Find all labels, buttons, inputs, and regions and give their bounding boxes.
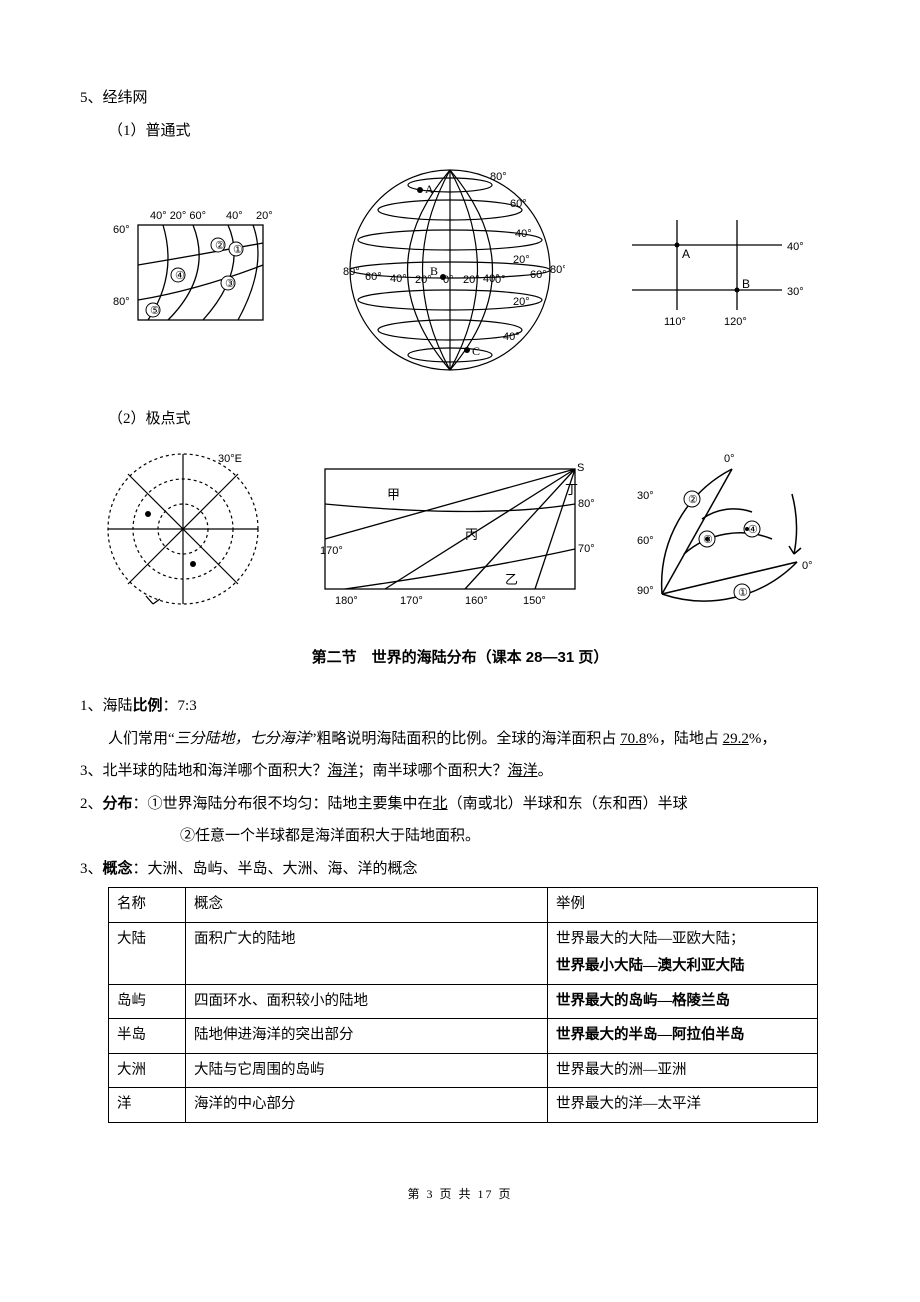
marker: ② <box>688 494 698 506</box>
label: 110° <box>664 316 686 328</box>
label: 70° <box>578 543 595 555</box>
fig-wedge: 0° 30° 60° 90° 0° ① ② ③ ④ <box>632 444 822 614</box>
marker: ① <box>738 587 748 599</box>
label: 60° <box>113 224 130 236</box>
label: 20° <box>513 254 530 266</box>
p3: 3、北半球的陆地和海洋哪个面积大？海洋；南半球哪个面积大？海洋。 <box>80 757 840 786</box>
marker: ④ <box>748 524 758 536</box>
sec5-sub1: （1）普通式 <box>80 117 840 146</box>
pt: 乙 <box>505 572 518 587</box>
label-s: S <box>577 462 584 474</box>
label: 0° <box>802 560 813 572</box>
label: 60° <box>530 269 547 281</box>
point-b: B <box>430 264 438 278</box>
marker: ② <box>215 240 225 252</box>
concepts-table: 名称 概念 举例 大陆 面积广大的陆地 世界最大的大陆—亚欧大陆；世界最小大陆—… <box>108 887 818 1123</box>
label: 40° <box>503 331 520 343</box>
label: 120° <box>724 316 747 328</box>
table-row: 岛屿 四面环水、面积较小的陆地 世界最大的岛屿—格陵兰岛 <box>109 984 818 1019</box>
label: 60° <box>510 198 527 210</box>
label: 30° <box>787 286 804 298</box>
sec5-title: 5、经纬网 <box>80 84 840 113</box>
marker: ④ <box>175 270 185 282</box>
p2: 2、分布：①世界海陆分布很不均匀：陆地主要集中在北（南或北）半球和东（东和西）半… <box>80 790 840 819</box>
label: 40° 20° 60° <box>150 210 206 222</box>
label: 40° <box>390 273 407 285</box>
table-row: 半岛 陆地伸进海洋的突出部分 世界最大的半岛—阿拉伯半岛 <box>109 1019 818 1054</box>
figures-row-2: 30°E S 80° 70° 170° 180° 170° 160° 150° … <box>80 444 840 614</box>
label: 170° <box>320 545 343 557</box>
fig-latlon-cross: 40° 30° 110° 120° A B <box>622 210 812 330</box>
p1: 1、海陆比例：7:3 <box>80 692 840 721</box>
label: 20° <box>256 210 273 222</box>
label: 30°E <box>218 453 242 465</box>
label: 20° <box>463 274 480 286</box>
label: 80° <box>550 264 565 276</box>
p4: 3、概念：大洲、岛屿、半岛、大洲、海、洋的概念 <box>80 855 840 884</box>
table-row: 名称 概念 举例 <box>109 888 818 923</box>
pt: 甲 <box>387 487 400 502</box>
p2-line2: ②任意一个半球都是海洋面积大于陆地面积。 <box>80 822 840 851</box>
label: 90° <box>637 585 654 597</box>
pt: 丙 <box>465 527 478 542</box>
label: 20° <box>513 296 530 308</box>
label: 40° <box>483 273 500 285</box>
section2-title: 第二节 世界的海陆分布（课本 28—31 页） <box>80 644 840 673</box>
point-a: A <box>682 247 690 261</box>
label: 180° <box>335 595 358 607</box>
point-b: B <box>742 277 750 291</box>
label: 60° <box>365 271 382 283</box>
point-a: A <box>425 182 434 196</box>
table-row: 大陆 面积广大的陆地 世界最大的大陆—亚欧大陆；世界最小大陆—澳大利亚大陆 <box>109 922 818 984</box>
label: 60° <box>637 535 654 547</box>
marker: ① <box>233 244 243 256</box>
label: 40° <box>515 228 532 240</box>
figures-row-1: 40° 20° 60° 40° 20° 60° 80° ② ① ③ ④ ⑤ <box>80 155 840 385</box>
fig-box-grid: 40° 20° 60° 40° 20° 60° 80° ② ① ③ ④ ⑤ <box>108 205 278 335</box>
label: 40° <box>787 241 804 253</box>
label: 80° <box>343 266 360 278</box>
fig-polar2: S 80° 70° 170° 180° 170° 160° 150° 甲 丙 丁… <box>305 449 595 609</box>
label: 80° <box>490 171 507 183</box>
marker: ⑤ <box>150 305 160 317</box>
label: 160° <box>465 595 488 607</box>
marker: ③ <box>225 278 235 290</box>
label: 170° <box>400 595 423 607</box>
sec5-sub2: （2）极点式 <box>80 405 840 434</box>
label: 40° <box>226 210 243 222</box>
page-footer: 第 3 页 共 17 页 <box>80 1183 840 1206</box>
p1-line2: 人们常用“三分陆地，七分海洋”粗略说明海陆面积的比例。全球的海洋面积占 70.8… <box>80 725 840 754</box>
label: 150° <box>523 595 546 607</box>
table-row: 大洲 大陆与它周围的岛屿 世界最大的洲—亚洲 <box>109 1053 818 1088</box>
table-row: 洋 海洋的中心部分 世界最大的洋—太平洋 <box>109 1088 818 1123</box>
label: 80° <box>113 296 130 308</box>
fig-polar1: 30°E <box>98 444 268 614</box>
label: 0° <box>724 453 735 465</box>
label: 80° <box>578 498 595 510</box>
point-c: C <box>472 344 480 358</box>
label: 30° <box>637 490 654 502</box>
pt: 丁 <box>565 482 578 497</box>
fig-globe: 80° 60° 40° 20° 0° 20° 40° 80° 60° 40° 2… <box>335 155 565 385</box>
